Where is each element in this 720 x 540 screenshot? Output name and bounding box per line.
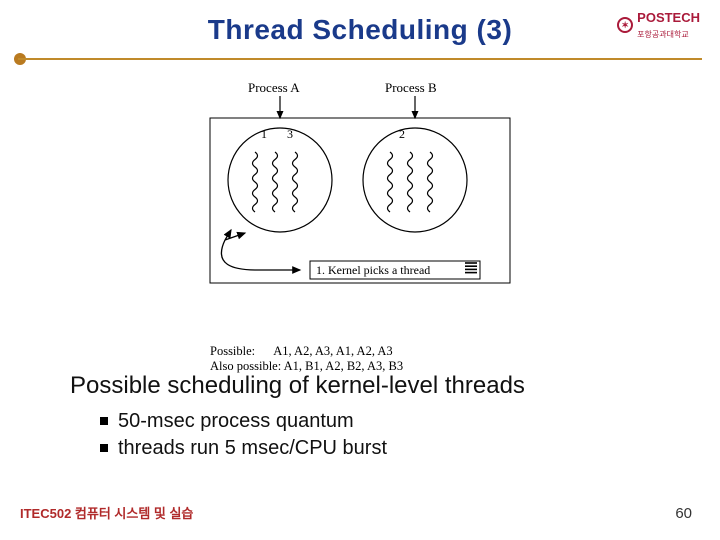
bullet-item: 50-msec process quantum (100, 408, 387, 435)
bullet-list: 50-msec process quantum threads run 5 ms… (100, 408, 387, 462)
svg-text:1: 1 (261, 127, 267, 141)
slide-title: Thread Scheduling (3) (0, 0, 720, 46)
svg-text:Process B: Process B (385, 80, 437, 95)
rule-line (18, 58, 702, 60)
diagram: Process A Process B 1 3 2 1. Kernel picks a t… (175, 80, 545, 374)
diagram-svg: Process A Process B 1 3 2 1. Kernel picks a t… (175, 80, 545, 335)
logo: ✶ POSTECH 포항공과대학교 (617, 10, 700, 40)
subtitle: Possible scheduling of kernel-level thre… (70, 372, 525, 400)
svg-text:3: 3 (287, 127, 293, 141)
possible-sequences: Possible: A1, A2, A3, A1, A2, A3Also pos… (175, 344, 545, 374)
svg-text:Process A: Process A (248, 80, 300, 95)
possible-line: Possible: A1, A2, A3, A1, A2, A3 (210, 344, 545, 359)
logo-sub: 포항공과대학교 (637, 30, 689, 39)
footer-course: ITEC502 컴퓨터 시스템 및 실습 (20, 503, 193, 522)
svg-text:1. Kernel picks a thread: 1. Kernel picks a thread (316, 263, 430, 277)
footer-page: 60 (675, 505, 692, 522)
logo-badge-icon: ✶ (617, 17, 633, 33)
svg-text:2: 2 (399, 127, 405, 141)
logo-text: POSTECH (637, 10, 700, 25)
bullet-item: threads run 5 msec/CPU burst (100, 435, 387, 462)
